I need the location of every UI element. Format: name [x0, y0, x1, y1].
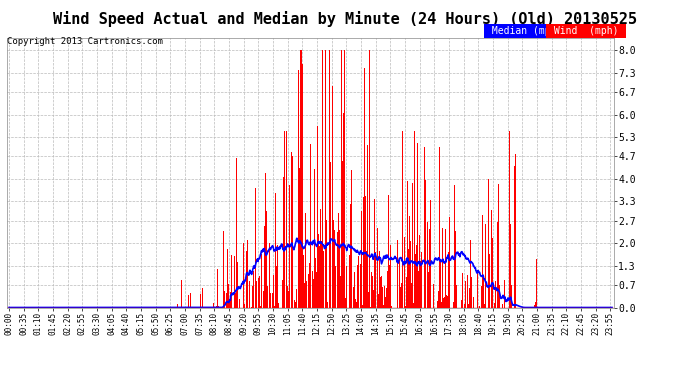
Text: Wind Speed Actual and Median by Minute (24 Hours) (Old) 20130525: Wind Speed Actual and Median by Minute (…: [53, 11, 637, 27]
Text: Median (mph): Median (mph): [486, 26, 568, 36]
Text: Copyright 2013 Cartronics.com: Copyright 2013 Cartronics.com: [7, 38, 163, 46]
Text: Wind  (mph): Wind (mph): [548, 26, 624, 36]
